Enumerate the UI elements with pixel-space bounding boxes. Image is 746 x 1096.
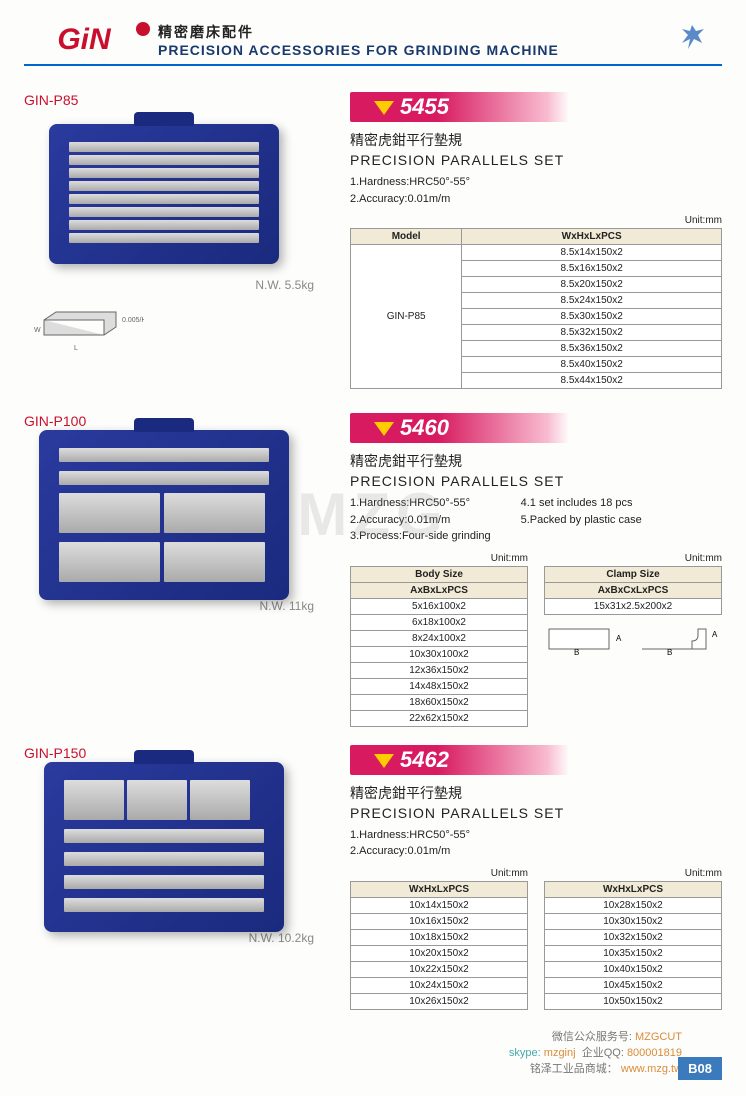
brand-logo: GiN (24, 20, 144, 60)
model-label: GIN-P85 (24, 92, 334, 108)
svg-text:L: L (74, 345, 78, 352)
unit-label: Unit:mm (350, 553, 528, 564)
product-badge: 5462 (350, 745, 722, 775)
svg-text:A: A (616, 634, 622, 643)
product-image-p150 (24, 767, 304, 927)
svg-text:0.005/H: 0.005/H (122, 317, 144, 324)
product-title-en: PRECISION PARALLELS SET (350, 152, 722, 168)
product-title-cn: 精密虎鉗平行墊規 (350, 783, 722, 803)
product-title-en: PRECISION PARALLELS SET (350, 473, 722, 489)
product-image-p100 (24, 435, 304, 595)
clamp-size-table: Clamp Size AxBxCxLxPCS 15x31x2.5x200x2 (544, 566, 722, 615)
product-badge: 5460 (350, 413, 722, 443)
page-header: GiN 精密磨床配件 PRECISION ACCESSORIES FOR GRI… (24, 20, 722, 66)
product-badge: 5455 (350, 92, 722, 122)
page-number-tag: B08 (678, 1057, 722, 1080)
net-weight: N.W. 10.2kg (24, 931, 314, 945)
header-title-cn: 精密磨床配件 (158, 22, 648, 42)
product-section-5455: GIN-P85 N.W. 5.5kg L W 0.005/H 5455 精密虎鉗… (24, 92, 722, 395)
clamp-diagrams: A B A B (544, 621, 722, 657)
unit-label: Unit:mm (350, 868, 528, 879)
specs-list: 1.Hardness:HRC50°-55° 2.Accuracy:0.01m/m (350, 827, 722, 860)
svg-text:W: W (34, 327, 41, 334)
specs-list: 1.Hardness:HRC50°-55° 2.Accuracy:0.01m/m… (350, 495, 722, 545)
specs-list: 1.Hardness:HRC50°-55° 2.Accuracy:0.01m/m (350, 174, 722, 207)
product-title-cn: 精密虎鉗平行墊規 (350, 130, 722, 150)
svg-text:A: A (712, 630, 718, 639)
runner-icon (662, 20, 722, 60)
net-weight: N.W. 11kg (24, 599, 314, 613)
product-image-p85 (24, 114, 304, 274)
header-title-en: PRECISION ACCESSORIES FOR GRINDING MACHI… (158, 42, 648, 58)
svg-text:B: B (667, 648, 672, 657)
page-footer: 微信公众服务号: MZGCUT skype: mzginj 企业QQ: 8000… (24, 1028, 722, 1076)
spec-table-left: WxHxLxPCS 10x14x150x2 10x16x150x2 10x18x… (350, 881, 528, 1010)
product-title-cn: 精密虎鉗平行墊規 (350, 451, 722, 471)
spec-table-5455: ModelWxHxLxPCS GIN-P858.5x14x150x2 8.5x1… (350, 228, 722, 389)
product-title-en: PRECISION PARALLELS SET (350, 805, 722, 821)
unit-label: Unit:mm (544, 868, 722, 879)
unit-label: Unit:mm (350, 215, 722, 226)
svg-text:B: B (574, 648, 579, 657)
product-section-5460: GIN-P100 N.W. 11kg 5460 精密虎鉗平行墊規 PRECISI… (24, 413, 722, 727)
net-weight: N.W. 5.5kg (24, 278, 314, 292)
unit-label: Unit:mm (544, 553, 722, 564)
dimension-diagram: L W 0.005/H (24, 300, 144, 360)
product-section-5462: GIN-P150 N.W. 10.2kg 5462 精密虎鉗平行墊規 PRECI… (24, 745, 722, 1010)
spec-table-right: WxHxLxPCS 10x28x150x2 10x30x150x2 10x32x… (544, 881, 722, 1010)
body-size-table: Body Size AxBxLxPCS 5x16x100x2 6x18x100x… (350, 566, 528, 727)
